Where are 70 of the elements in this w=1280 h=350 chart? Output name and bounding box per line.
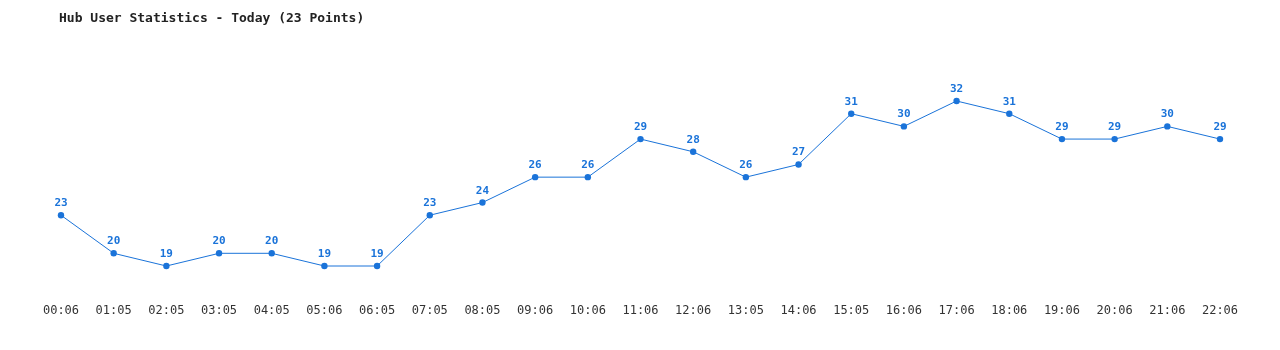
data-label: 26 <box>528 158 543 172</box>
x-tick-label: 13:05 <box>727 303 764 317</box>
point <box>479 199 486 206</box>
point <box>1058 135 1066 143</box>
data-label: 31 <box>1002 94 1017 108</box>
point <box>584 173 592 181</box>
x-tick-label: 08:05 <box>464 303 501 317</box>
point <box>215 250 223 257</box>
data-label: 31 <box>844 94 859 108</box>
point <box>268 250 275 257</box>
point <box>689 148 697 155</box>
x-tick-label: 15:05 <box>833 303 870 317</box>
x-tick-label: 16:06 <box>885 303 922 317</box>
data-label: 32 <box>949 82 964 95</box>
x-tick-label: 14:06 <box>780 303 817 317</box>
data-label: 29 <box>1108 120 1122 134</box>
point <box>1006 110 1013 117</box>
point <box>637 135 644 143</box>
point <box>426 212 433 219</box>
data-label: 30 <box>1160 107 1174 121</box>
point <box>848 110 855 117</box>
point <box>57 212 65 219</box>
point <box>1216 135 1224 143</box>
point <box>1111 135 1118 143</box>
data-label: 27 <box>791 145 806 159</box>
data-label: 29 <box>633 120 648 134</box>
x-tick-label: 11:06 <box>622 303 659 317</box>
point <box>163 262 170 270</box>
point <box>742 173 750 181</box>
point <box>1164 123 1171 130</box>
x-tick-label: 22:06 <box>1201 303 1239 317</box>
data-label: 19 <box>317 247 332 260</box>
data-label: 23 <box>54 196 68 210</box>
x-tick-label: 06:05 <box>359 303 396 317</box>
x-tick-label: 19:06 <box>1043 303 1081 317</box>
x-tick-label: 21:06 <box>1149 303 1186 317</box>
x-tick-label: 12:06 <box>675 303 712 317</box>
data-label: 20 <box>212 234 226 248</box>
x-tick-label: 17:06 <box>938 303 975 317</box>
data-label: 29 <box>1213 120 1227 134</box>
point <box>795 161 802 168</box>
data-label: 20 <box>107 234 121 248</box>
point <box>373 262 381 270</box>
x-tick-label: 20:06 <box>1096 303 1133 317</box>
data-label: 23 <box>423 196 437 210</box>
x-tick-label: 05:06 <box>306 303 343 317</box>
data-label: 19 <box>370 247 384 260</box>
data-label: 26 <box>739 158 753 172</box>
point <box>321 262 328 270</box>
x-tick-label: 04:05 <box>253 303 290 317</box>
data-label: 20 <box>265 234 279 248</box>
point <box>953 97 960 105</box>
data-label: 26 <box>581 158 595 172</box>
x-tick-label: 10:06 <box>569 303 606 317</box>
point <box>531 173 539 181</box>
data-label: 19 <box>159 247 173 260</box>
data-label: 29 <box>1055 120 1069 134</box>
x-tick-label: 03:05 <box>200 303 238 317</box>
x-tick-label: 02:05 <box>148 303 185 317</box>
chart-title: Hub User Statistics - Today (23 Points) <box>59 10 365 25</box>
x-tick-label: 07:05 <box>411 303 448 317</box>
data-label: 28 <box>686 132 700 146</box>
x-tick-label: 01:05 <box>95 303 132 317</box>
data-label: 30 <box>897 107 911 121</box>
x-tick-label: 18:06 <box>991 303 1028 317</box>
x-tick-label: 00:06 <box>42 303 80 317</box>
data-label: 24 <box>475 183 490 197</box>
x-tick-label: 09:06 <box>517 303 554 317</box>
point <box>900 123 908 130</box>
point <box>110 250 117 257</box>
